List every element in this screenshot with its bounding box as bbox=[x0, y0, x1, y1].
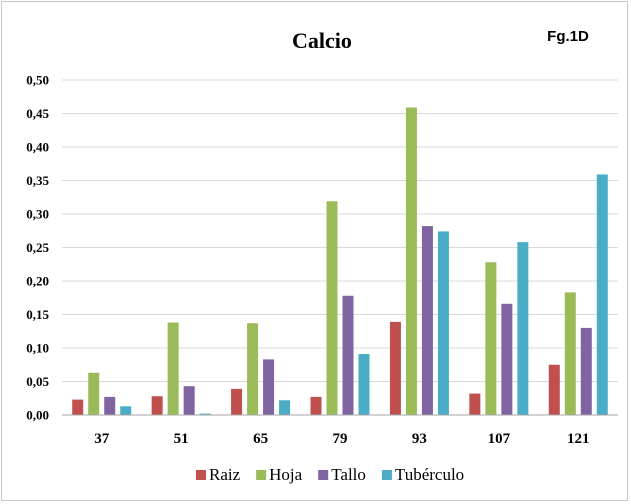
y-tick-label: 0,45 bbox=[26, 106, 49, 121]
x-tick-label: 79 bbox=[333, 431, 348, 447]
bar-tubérculo-121 bbox=[596, 174, 608, 415]
y-tick-label: 0,00 bbox=[26, 408, 49, 423]
bar-raiz-79 bbox=[310, 396, 322, 415]
bar-raiz-93 bbox=[389, 321, 401, 415]
bar-raiz-65 bbox=[231, 388, 243, 415]
x-tick-label: 65 bbox=[253, 431, 268, 447]
bar-tallo-107 bbox=[501, 303, 513, 415]
bar-tallo-121 bbox=[580, 327, 592, 415]
bar-hoja-79 bbox=[326, 201, 338, 415]
bar-tubérculo-51 bbox=[199, 413, 211, 415]
bar-hoja-51 bbox=[167, 322, 179, 415]
bar-hoja-93 bbox=[405, 107, 417, 415]
legend-label-tubérculo: Tubérculo bbox=[395, 465, 464, 484]
y-tick-label: 0,40 bbox=[26, 140, 49, 155]
legend-swatch-hoja bbox=[256, 470, 267, 480]
bar-tallo-79 bbox=[342, 295, 354, 415]
legend: Raiz Hoja Tallo Tubérculo bbox=[196, 465, 464, 484]
bar-hoja-65 bbox=[247, 323, 259, 415]
bar-tubérculo-79 bbox=[358, 354, 370, 415]
x-axis-ticks: 37 51 65 79 93 107 121 bbox=[94, 431, 589, 447]
bar-raiz-107 bbox=[469, 393, 481, 415]
legend-swatch-tubérculo bbox=[381, 470, 392, 480]
y-tick-label: 0,25 bbox=[26, 240, 49, 255]
bar-hoja-121 bbox=[564, 292, 576, 415]
bar-hoja-107 bbox=[485, 262, 497, 415]
y-tick-label: 0,15 bbox=[26, 307, 49, 322]
bar-tubérculo-65 bbox=[279, 400, 291, 415]
x-tick-label: 121 bbox=[567, 431, 590, 447]
bar-raiz-37 bbox=[72, 399, 84, 415]
y-tick-label: 0,35 bbox=[26, 173, 49, 188]
grid-lines bbox=[62, 79, 618, 382]
bar-tallo-37 bbox=[104, 396, 116, 415]
bar-raiz-51 bbox=[151, 396, 163, 415]
x-tick-label: 93 bbox=[412, 431, 427, 447]
figure-label: Fg.1D bbox=[547, 28, 589, 45]
y-axis-ticks: 0,00 0,05 0,10 0,15 0,20 0,25 0,30 0,35 0,40 0,45… bbox=[26, 73, 49, 423]
legend-label-raiz: Raiz bbox=[209, 465, 241, 484]
legend-label-hoja: Hoja bbox=[269, 465, 303, 484]
x-tick-label: 107 bbox=[488, 431, 511, 447]
bar-tubérculo-107 bbox=[517, 242, 529, 415]
y-tick-label: 0,50 bbox=[26, 73, 49, 88]
x-tick-label: 37 bbox=[94, 431, 110, 447]
bar-hoja-37 bbox=[88, 372, 100, 415]
x-tick-label: 51 bbox=[174, 431, 189, 447]
y-tick-label: 0,30 bbox=[26, 207, 49, 222]
bar-tallo-93 bbox=[421, 226, 433, 415]
legend-label-tallo: Tallo bbox=[331, 465, 366, 484]
bar-tallo-65 bbox=[263, 359, 275, 415]
bars bbox=[72, 107, 608, 415]
y-tick-label: 0,10 bbox=[26, 341, 49, 356]
bar-tubérculo-37 bbox=[120, 406, 132, 415]
bar-raiz-121 bbox=[548, 364, 560, 415]
legend-swatch-raiz bbox=[196, 470, 206, 480]
bar-tubérculo-93 bbox=[437, 231, 449, 415]
y-tick-label: 0,05 bbox=[26, 374, 49, 389]
legend-swatch-tallo bbox=[318, 470, 329, 480]
chart-title: Calcio bbox=[292, 28, 352, 53]
bar-tallo-51 bbox=[183, 386, 195, 415]
y-tick-label: 0,20 bbox=[26, 274, 49, 289]
